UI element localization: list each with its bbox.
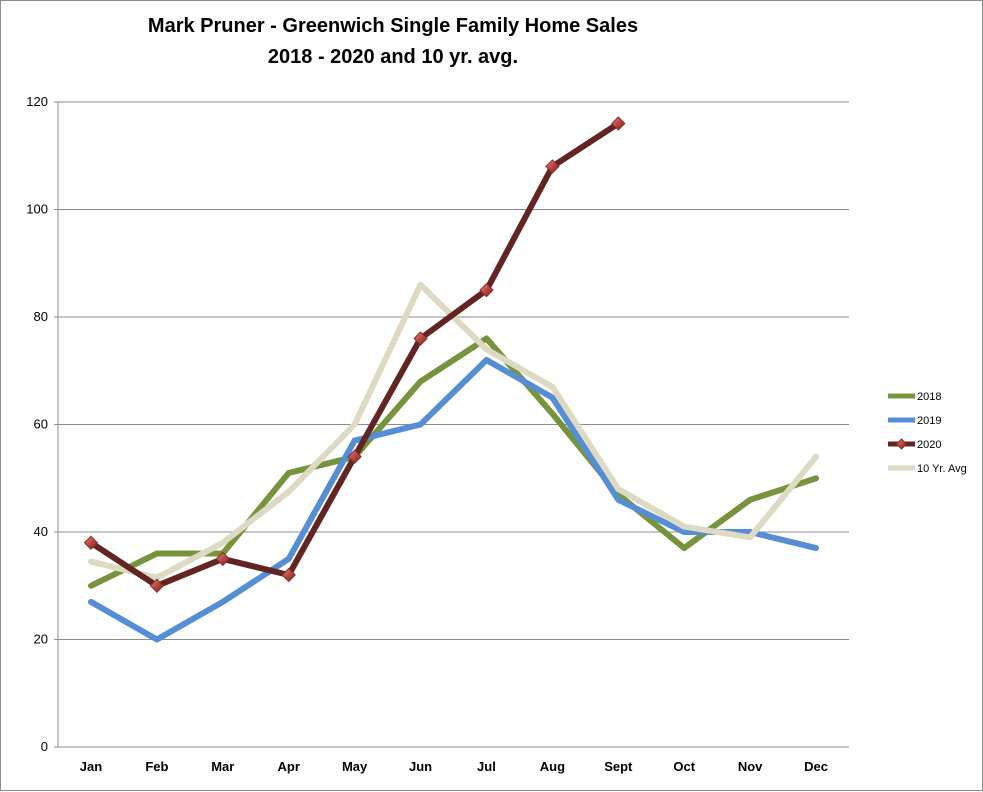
data-point-diamond	[545, 159, 560, 174]
x-tick-label: Jul	[477, 759, 496, 774]
x-tick-label: May	[342, 759, 368, 774]
y-tick-label: 20	[34, 632, 48, 647]
x-tick-label: Oct	[673, 759, 695, 774]
data-point-diamond	[479, 282, 494, 298]
data-point-diamond	[149, 578, 165, 593]
y-tick-label: 120	[26, 94, 48, 109]
data-point-diamond	[281, 567, 296, 583]
legend-diamond-marker	[895, 438, 908, 450]
x-tick-label: Aug	[540, 759, 565, 774]
x-tick-label: Jan	[80, 759, 102, 774]
y-tick-label: 100	[26, 202, 48, 217]
legend-label: 2020	[917, 439, 941, 451]
data-point-diamond	[215, 551, 230, 567]
x-tick-label: Nov	[738, 759, 763, 774]
gridlines	[58, 101, 849, 640]
x-tick-label: Apr	[278, 759, 300, 774]
series-line-2019	[88, 357, 819, 643]
data-point-diamond	[83, 535, 99, 550]
axes: 0 20 40 60 80 100 120 Jan Feb Mar Apr May Jun Jul Aug S…	[26, 94, 849, 774]
y-tick-label: 60	[34, 417, 48, 432]
series-line-2018	[88, 335, 819, 589]
legend: 2018 2019 2020 10 Yr. Avg	[888, 391, 967, 475]
x-tick-label: Jun	[409, 759, 432, 774]
series-line-2020	[88, 120, 622, 589]
legend-label: 2018	[917, 391, 941, 403]
x-tick-label: Dec	[804, 759, 828, 774]
data-point-diamond	[347, 449, 362, 464]
y-tick-label: 0	[41, 739, 48, 754]
data-point-diamond	[413, 331, 428, 346]
x-tick-label: Sept	[604, 759, 633, 774]
x-tick-label: Mar	[211, 759, 234, 774]
y-tick-label: 40	[34, 524, 48, 539]
legend-label: 2019	[917, 415, 941, 427]
y-tick-label: 80	[34, 309, 48, 324]
chart-title: Mark Pruner - Greenwich Single Family Ho…	[147, 15, 639, 37]
data-point-diamond	[611, 116, 626, 131]
chart-subtitle: 2018 - 2020 and 10 yr. avg.	[267, 46, 519, 68]
series-lines	[83, 116, 819, 643]
legend-label: 10 Yr. Avg	[917, 463, 967, 475]
x-tick-label: Feb	[145, 759, 168, 774]
